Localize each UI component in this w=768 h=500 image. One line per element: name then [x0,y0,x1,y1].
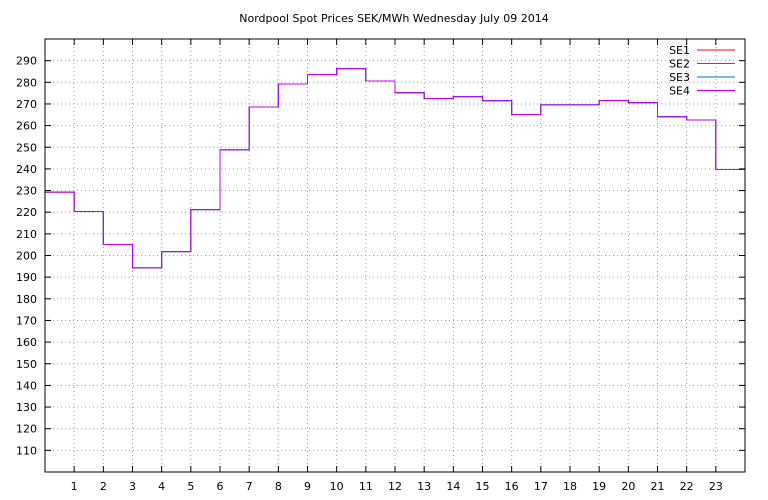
series-line-se3 [45,68,745,269]
y-tick-label: 120 [16,423,37,436]
x-tick-label: 1 [71,480,78,493]
x-tick-label: 3 [129,480,136,493]
legend-label-se1: SE1 [669,44,690,57]
x-tick-label: 9 [304,480,311,493]
x-tick-label: 21 [651,480,665,493]
y-tick-label: 150 [16,358,37,371]
x-tick-label: 11 [359,480,373,493]
x-tick-label: 12 [388,480,402,493]
y-tick-label: 130 [16,401,37,414]
chart-title: Nordpool Spot Prices SEK/MWh Wednesday J… [239,12,548,25]
x-tick-label: 6 [217,480,224,493]
x-tick-label: 20 [621,480,635,493]
y-tick-label: 190 [16,271,37,284]
y-tick-label: 180 [16,293,37,306]
x-tick-label: 22 [680,480,694,493]
grid [45,39,745,472]
y-tick-label: 110 [16,444,37,457]
y-tick-label: 160 [16,336,37,349]
x-tick-label: 10 [330,480,344,493]
series-line-se4 [45,68,745,269]
x-tick-label: 19 [592,480,606,493]
series-layer [45,68,745,269]
y-tick-label: 280 [16,76,37,89]
legend-label-se4: SE4 [669,85,690,98]
x-tick-label: 2 [100,480,107,493]
y-tick-label: 230 [16,185,37,198]
y-tick-label: 260 [16,120,37,133]
y-tick-label: 220 [16,206,37,219]
ticks: 1101201301401501601701801902002102202302… [16,39,745,493]
y-tick-label: 140 [16,379,37,392]
y-tick-label: 240 [16,163,37,176]
series-line-se2 [45,68,745,269]
x-tick-label: 15 [476,480,490,493]
x-tick-label: 18 [563,480,577,493]
y-tick-label: 200 [16,250,37,263]
legend-label-se3: SE3 [669,71,690,84]
x-tick-label: 5 [187,480,194,493]
y-tick-label: 270 [16,98,37,111]
x-tick-label: 13 [417,480,431,493]
x-tick-label: 7 [246,480,253,493]
x-tick-label: 17 [534,480,548,493]
y-tick-label: 290 [16,55,37,68]
x-tick-label: 23 [709,480,723,493]
legend-label-se2: SE2 [669,58,690,71]
y-tick-label: 250 [16,141,37,154]
series-line-se1 [45,68,745,269]
x-tick-label: 4 [158,480,165,493]
x-tick-label: 16 [505,480,519,493]
x-tick-label: 8 [275,480,282,493]
y-tick-label: 210 [16,228,37,241]
y-tick-label: 170 [16,314,37,327]
x-tick-label: 14 [446,480,460,493]
